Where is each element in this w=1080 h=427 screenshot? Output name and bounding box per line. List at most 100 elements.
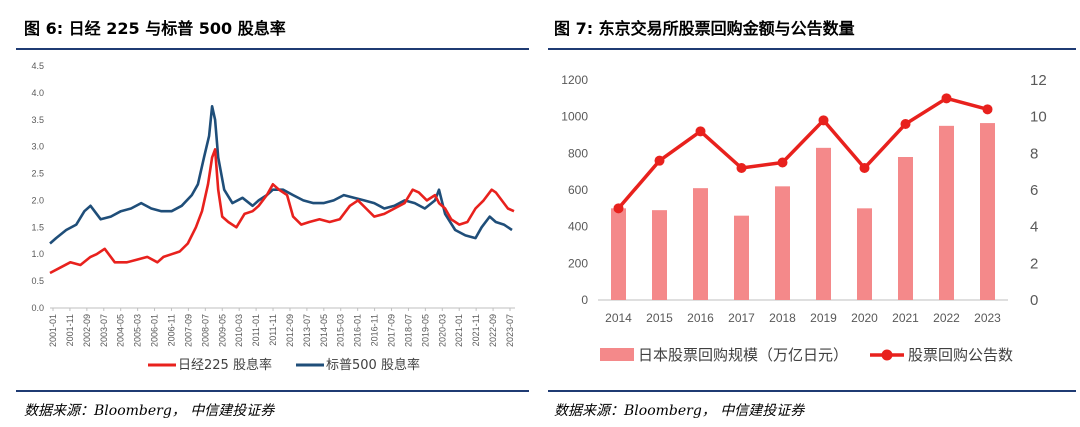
left-panel: 图 6: 日经 225 与标普 500 股息率 0.0 0.5 1.0 1.5 2.0 2… [0,0,535,427]
legend-label: 日经225 股息率 [178,357,272,373]
y-left-tick-label: 800 [568,146,588,160]
line-point [613,203,624,214]
chart-title: 图 6: 日经 225 与标普 500 股息率 [24,19,286,38]
y-right-tick-label: 4 [1030,219,1038,236]
series-line-announcements [617,96,988,210]
line-point [941,93,952,104]
bar [693,188,708,300]
x-tick-label: 2010-03 [234,314,244,347]
x-tick-label: 2016-01 [353,314,363,347]
bar [652,210,667,300]
x-tick-label: 2007-09 [183,314,193,347]
x-tick-label: 2023-07 [505,314,515,347]
line-point [736,163,747,173]
x-tick-label: 2005-03 [133,314,143,347]
series-line-sp500 [49,104,513,245]
legend-swatch [600,348,634,361]
x-tick-label: 2020-03 [437,314,447,347]
x-tick-label: 2006-11 [166,314,176,346]
x-tick-label: 2001-01 [48,314,58,347]
bar [816,147,831,300]
y-tick-label: 0.0 [31,303,44,313]
y-tick-label: 0.5 [31,276,44,286]
x-tick-label: 2020 [851,311,878,325]
x-tick-label: 2014 [605,311,632,325]
x-tick-label: 2006-01 [150,314,160,347]
x-tick-label: 2013-07 [302,314,312,347]
bar [939,125,954,300]
x-tick-label: 2014-05 [319,314,329,347]
y-tick-label: 4.5 [31,61,44,71]
source-note: 数据来源：Bloomberg， 中信建投证券 [24,403,275,419]
y-tick-label: 1.5 [31,222,44,232]
x-tick-label: 2018 [769,311,796,325]
x-tick-label: 2021 [892,311,919,325]
x-tick-label: 2004-05 [116,314,126,347]
y-tick-label: 1.0 [31,249,44,259]
x-tick-label: 2001-11 [65,314,75,346]
line-point [695,126,706,137]
x-tick-label: 2017 [728,311,755,325]
x-tick-label: 2023 [974,311,1001,325]
x-tick-label: 2015 [646,311,673,325]
line-point [859,163,870,173]
y-left-tick-label: 1000 [561,110,588,124]
y-tick-label: 3.5 [31,115,44,125]
legend-label: 标普500 股息率 [326,357,420,373]
y-tick-label: 4.0 [31,88,44,98]
legend-marker [881,349,893,361]
dividend-yield-line-chart: 0.0 0.5 1.0 1.5 2.0 2.5 3.0 3.5 4.0 4.5 2001-01 200… [31,61,515,373]
bar [857,208,872,300]
y-left-tick-label: 200 [568,256,588,270]
x-tick-label: 2019 [810,311,837,325]
line-point [982,104,993,115]
top-rule [16,48,529,50]
legend-label: 日本股票回购规模（万亿日元） [638,346,848,364]
source-note: 数据来源：Bloomberg， 中信建投证券 [554,403,805,419]
y-tick-label: 3.0 [31,142,44,152]
x-tick-label: 2011-11 [268,314,278,346]
bar [898,157,913,300]
line-point [818,115,829,126]
x-tick-label: 2022 [933,311,960,325]
x-tick-label: 2016-11 [370,314,380,346]
y-tick-label: 2.0 [31,195,44,205]
x-tick-label: 2015-03 [336,314,346,347]
x-tick-label: 2021-11 [471,314,481,346]
y-left-tick-label: 1200 [561,73,588,87]
bar [775,186,790,300]
legend-label: 股票回购公告数 [908,346,1013,364]
x-tick-label: 2017-09 [387,314,397,347]
bottom-rule [548,390,1076,392]
y-right-tick-label: 0 [1030,292,1038,309]
y-right-tick-label: 10 [1030,109,1047,126]
x-tick-label: 2018-07 [403,314,413,347]
x-tick-label: 2011-01 [251,314,261,346]
line-point [654,155,665,166]
x-tick-label: 2012-09 [285,314,295,347]
x-tick-label: 2009-05 [217,314,227,347]
y-right-tick-label: 12 [1030,72,1047,89]
right-panel: 图 7: 东京交易所股票回购金额与公告数量 0 200 400 600 800 1000 1… [548,0,1080,427]
line-point [900,119,911,129]
chart-title: 图 7: 东京交易所股票回购金额与公告数量 [554,19,855,38]
top-rule [548,48,1076,50]
buyback-combo-chart: 0 200 400 600 800 1000 1200 0 2 4 6 8 10 12 2014 2015 20… [561,72,1047,364]
y-left-tick-label: 400 [568,220,588,234]
x-tick-label: 2022-09 [488,314,498,347]
y-right-tick-label: 2 [1030,255,1038,272]
x-tick-label: 2021-01 [454,314,464,347]
x-tick-label: 2008-07 [200,314,210,347]
bar [734,215,749,300]
y-tick-label: 2.5 [31,169,44,179]
bar [611,208,626,300]
y-right-tick-label: 6 [1030,182,1038,199]
y-left-tick-label: 0 [581,293,588,307]
series-line-nikkei225 [49,148,515,275]
y-left-tick-label: 600 [568,183,588,197]
x-tick-label: 2003-07 [99,314,109,347]
y-right-tick-label: 8 [1030,145,1038,162]
x-tick-label: 2019-05 [420,314,430,347]
bottom-rule [16,390,529,392]
bar [980,123,995,300]
